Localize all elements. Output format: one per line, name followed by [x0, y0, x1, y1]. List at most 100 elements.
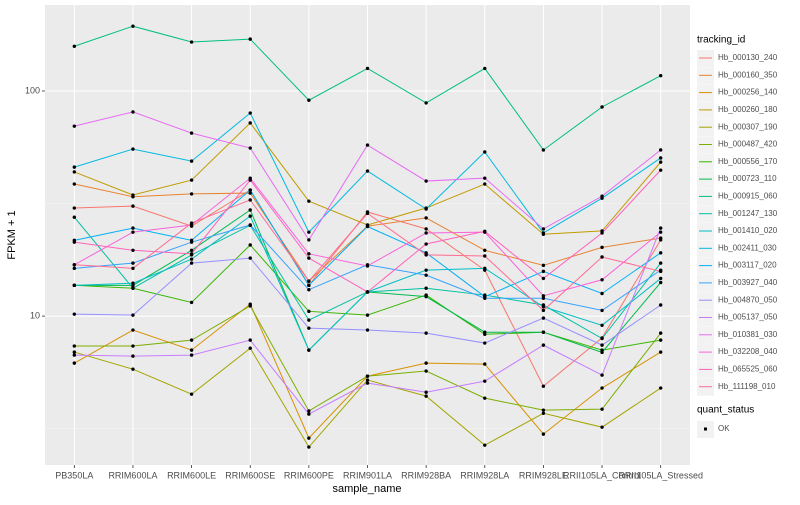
data-point: [658, 168, 663, 172]
data-point: [307, 412, 311, 416]
data-point: [483, 248, 487, 253]
data-point: [658, 230, 663, 234]
data-point: [72, 353, 77, 357]
x-tick-label: PB350LA: [55, 470, 93, 480]
data-point: [72, 44, 77, 48]
legend-point: [704, 427, 707, 431]
data-point: [307, 252, 311, 256]
x-tick-label: RRIM928LE: [519, 470, 568, 480]
data-point: [131, 24, 135, 28]
data-point: [248, 208, 252, 212]
data-point: [541, 231, 546, 235]
data-point: [72, 283, 77, 288]
data-point: [658, 269, 663, 274]
data-point: [424, 207, 428, 211]
data-point: [658, 261, 663, 265]
data-point: [72, 124, 77, 128]
data-point: [483, 66, 487, 71]
x-tick-label: RRIM928BA: [401, 470, 451, 480]
data-point: [365, 374, 370, 378]
data-point: [541, 316, 546, 320]
legend-label: Hb_000160_350: [718, 70, 778, 79]
data-point: [658, 338, 663, 342]
data-point: [72, 263, 77, 267]
legend-label: Hb_003927_040: [718, 278, 778, 287]
legend-label: Hb_111198_010: [718, 382, 776, 391]
data-point: [600, 308, 604, 313]
data-point: [365, 211, 370, 216]
data-point: [424, 179, 428, 183]
data-point: [72, 312, 77, 316]
lines: [72, 24, 663, 449]
data-point: [424, 216, 428, 220]
data-point: [600, 407, 604, 411]
data-point: [541, 269, 546, 274]
data-point: [307, 98, 311, 102]
data-point: [365, 224, 370, 229]
data-point: [658, 160, 663, 164]
legend-label: Hb_001410_020: [718, 226, 778, 235]
legend-label: Hb_000487_420: [718, 140, 778, 149]
legend-label: Hb_000260_180: [718, 105, 778, 114]
data-point: [424, 390, 428, 394]
data-point: [307, 409, 311, 413]
data-point: [424, 231, 428, 235]
data-point: [248, 223, 252, 227]
data-point: [483, 150, 487, 154]
data-point: [72, 344, 77, 348]
data-point: [72, 240, 77, 244]
data-point: [248, 338, 252, 342]
data-point: [658, 73, 663, 78]
legend-label: Hb_004870_050: [718, 295, 778, 304]
data-point: [189, 353, 194, 357]
data-point: [307, 256, 311, 260]
data-point: [72, 206, 77, 210]
data-point: [248, 191, 252, 195]
data-point: [189, 159, 194, 163]
data-point: [131, 193, 135, 197]
data-point: [600, 350, 604, 355]
data-point: [72, 170, 77, 174]
data-point: [541, 227, 546, 231]
data-point: [365, 313, 370, 317]
data-point: [189, 240, 194, 244]
data-point: [600, 291, 604, 296]
data-point: [483, 296, 487, 300]
data-point: [541, 308, 546, 313]
data-point: [307, 348, 311, 352]
data-point: [131, 110, 135, 114]
data-point: [483, 396, 487, 400]
legend-label: Hb_010381_030: [718, 330, 778, 339]
data-point: [248, 178, 252, 182]
data-point: [307, 318, 311, 322]
data-point: [307, 309, 311, 314]
data-point: [248, 121, 252, 125]
legend-label: OK: [718, 424, 730, 433]
data-point: [189, 248, 194, 253]
data-point: [424, 294, 428, 299]
data-point: [658, 236, 663, 240]
data-point: [541, 148, 546, 152]
data-point: [189, 192, 194, 196]
data-point: [248, 256, 252, 260]
data-point: [189, 40, 194, 44]
data-point: [131, 286, 135, 290]
data-point: [307, 238, 311, 242]
data-point: [307, 436, 311, 440]
x-tick-label: RRIM600LE: [167, 470, 216, 480]
data-point: [365, 381, 370, 385]
data-point: [541, 432, 546, 436]
data-point: [424, 361, 428, 365]
data-point: [541, 408, 546, 412]
data-point: [307, 326, 311, 330]
data-point: [365, 264, 370, 268]
data-point: [131, 313, 135, 317]
x-tick-label: RRIM600LA: [108, 470, 157, 480]
data-point: [483, 182, 487, 186]
data-point: [365, 290, 370, 294]
data-point: [131, 354, 135, 358]
data-point: [307, 445, 311, 449]
data-point: [541, 305, 546, 309]
